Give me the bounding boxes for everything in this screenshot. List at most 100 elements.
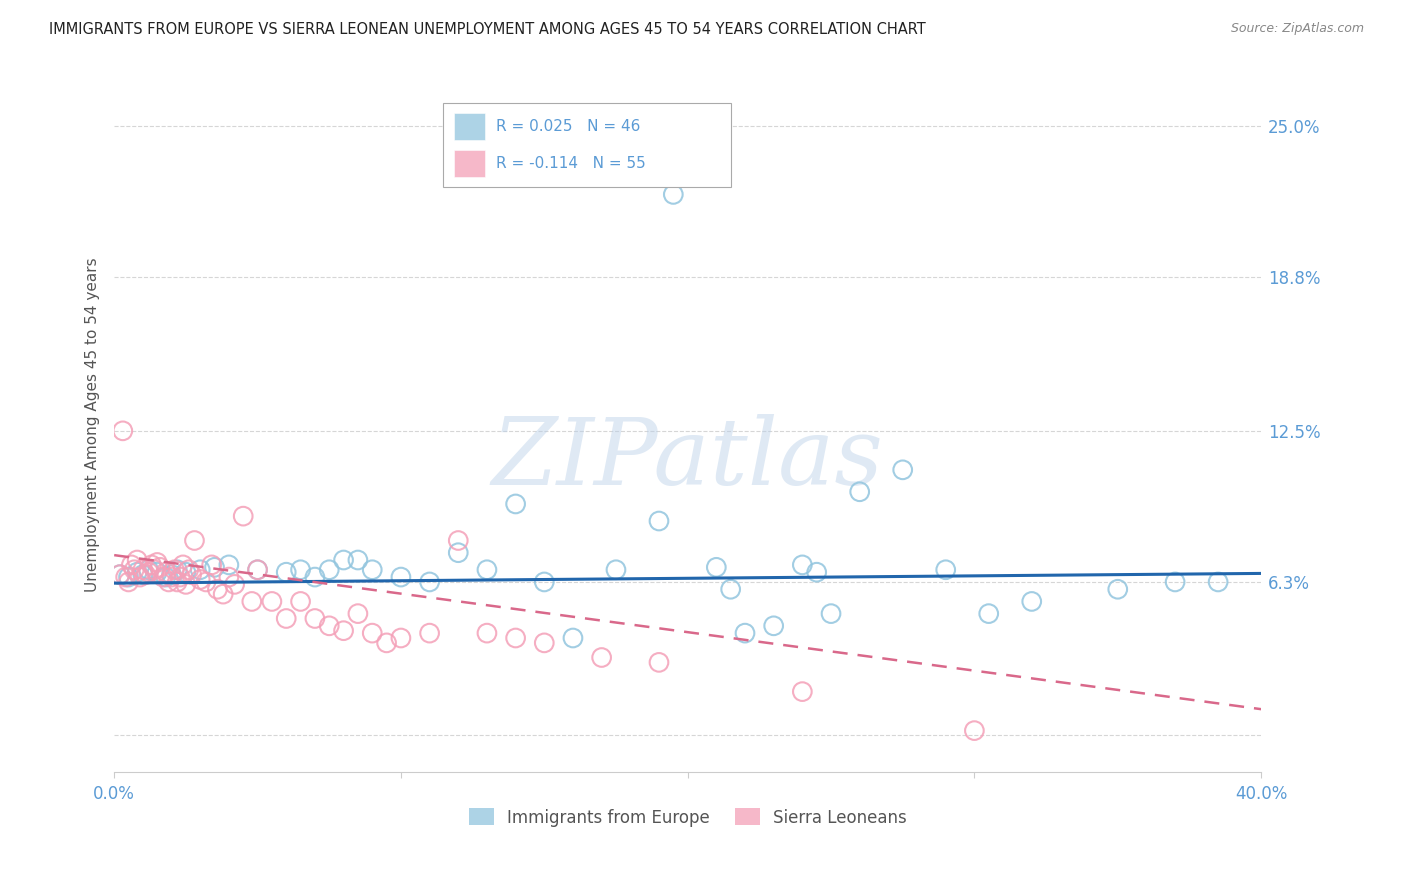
Point — [792, 558, 814, 572]
Point — [332, 624, 354, 638]
Point — [290, 594, 312, 608]
Point — [389, 570, 412, 584]
Point — [332, 553, 354, 567]
Point — [218, 558, 240, 572]
Point — [648, 656, 671, 670]
Point — [505, 497, 527, 511]
Point — [447, 533, 470, 548]
Point — [160, 570, 183, 584]
Y-axis label: Unemployment Among Ages 45 to 54 years: Unemployment Among Ages 45 to 54 years — [86, 258, 100, 592]
Point — [232, 509, 254, 524]
Point — [591, 650, 613, 665]
Point — [177, 563, 200, 577]
Point — [132, 567, 155, 582]
Point — [188, 573, 211, 587]
Text: ZIPatlas: ZIPatlas — [492, 415, 883, 505]
Point — [1164, 574, 1187, 589]
Point — [276, 565, 298, 579]
Point — [419, 626, 441, 640]
Point — [141, 558, 163, 572]
Point — [533, 574, 555, 589]
Point — [1206, 574, 1229, 589]
Point — [108, 567, 131, 582]
Point — [260, 594, 283, 608]
Point — [143, 563, 166, 577]
Point — [172, 558, 194, 572]
Point — [155, 570, 177, 584]
Point — [505, 631, 527, 645]
Point — [963, 723, 986, 738]
Point — [188, 563, 211, 577]
Point — [848, 484, 870, 499]
Point — [977, 607, 1000, 621]
Point — [806, 565, 828, 579]
Point — [149, 560, 172, 574]
Point — [891, 463, 914, 477]
Point — [114, 570, 136, 584]
Point — [475, 563, 498, 577]
Point — [194, 574, 217, 589]
Point — [648, 514, 671, 528]
Point — [734, 626, 756, 640]
Point — [419, 574, 441, 589]
Point — [204, 560, 226, 574]
Point — [240, 594, 263, 608]
Point — [605, 563, 627, 577]
Point — [290, 563, 312, 577]
Point — [475, 626, 498, 640]
Point — [762, 619, 785, 633]
Point — [347, 553, 370, 567]
Point — [276, 611, 298, 625]
Text: IMMIGRANTS FROM EUROPE VS SIERRA LEONEAN UNEMPLOYMENT AMONG AGES 45 TO 54 YEARS : IMMIGRANTS FROM EUROPE VS SIERRA LEONEAN… — [49, 22, 927, 37]
Point — [207, 582, 229, 597]
Point — [127, 565, 149, 579]
Point — [318, 619, 340, 633]
Point — [111, 424, 134, 438]
Point — [212, 587, 235, 601]
Point — [146, 565, 169, 579]
Point — [132, 563, 155, 577]
Point — [120, 558, 142, 572]
Point — [122, 563, 145, 577]
Point — [533, 636, 555, 650]
Point — [117, 574, 139, 589]
Point — [704, 560, 727, 574]
Point — [304, 570, 326, 584]
Point — [117, 570, 139, 584]
Point — [129, 570, 152, 584]
Point — [720, 582, 742, 597]
Point — [447, 546, 470, 560]
Point — [127, 553, 149, 567]
Point — [166, 563, 188, 577]
Point — [562, 631, 585, 645]
Point — [246, 563, 269, 577]
Point — [820, 607, 842, 621]
Point — [1107, 582, 1129, 597]
Legend: Immigrants from Europe, Sierra Leoneans: Immigrants from Europe, Sierra Leoneans — [463, 802, 914, 833]
Point — [160, 567, 183, 582]
Text: R = -0.114   N = 55: R = -0.114 N = 55 — [496, 156, 647, 171]
Point — [169, 570, 191, 584]
Point — [318, 563, 340, 577]
Point — [389, 631, 412, 645]
Point — [152, 570, 174, 584]
Point — [155, 565, 177, 579]
Point — [347, 607, 370, 621]
Point — [157, 574, 180, 589]
Point — [138, 565, 160, 579]
Point — [1021, 594, 1043, 608]
Point — [792, 684, 814, 698]
Text: Source: ZipAtlas.com: Source: ZipAtlas.com — [1230, 22, 1364, 36]
Point — [166, 574, 188, 589]
Point — [174, 565, 197, 579]
Point — [183, 533, 205, 548]
Point — [361, 563, 384, 577]
Point — [174, 577, 197, 591]
Point — [224, 577, 246, 591]
Point — [108, 567, 131, 582]
Point — [146, 556, 169, 570]
Point — [163, 563, 186, 577]
Point — [180, 567, 202, 582]
Point — [218, 570, 240, 584]
Point — [246, 563, 269, 577]
